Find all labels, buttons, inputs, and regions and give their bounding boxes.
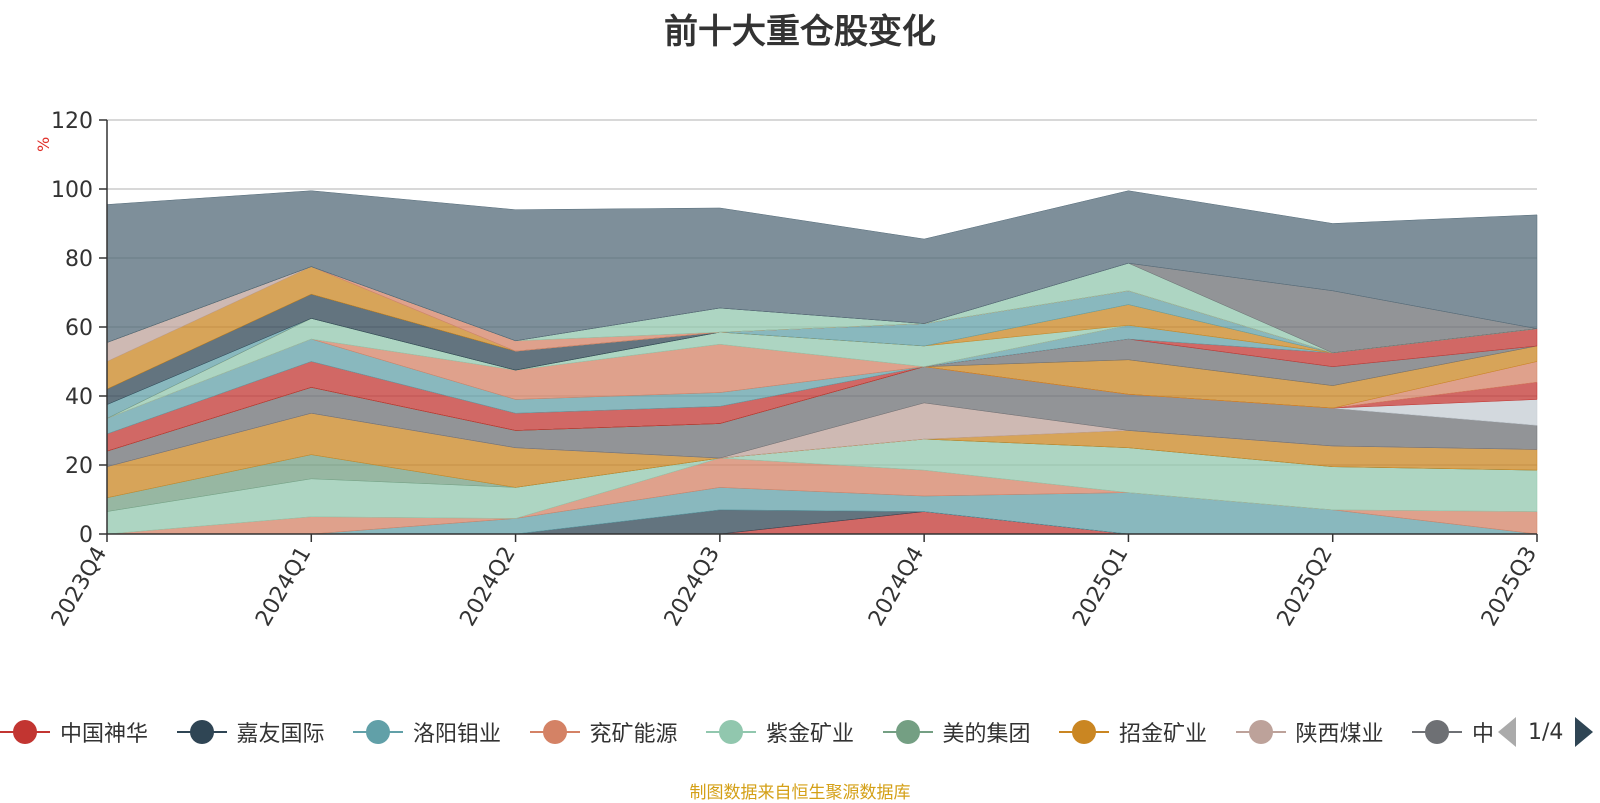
legend-label: 兖矿能源 [589,722,678,747]
legend-label: 中 [1472,722,1495,747]
legend-marker-icon [1059,720,1109,744]
x-tick-label: 2025Q3 [1477,543,1542,631]
y-tick-label: 0 [79,523,93,548]
x-tick-label: 2025Q1 [1068,543,1133,631]
legend-pager: 1/4 [1498,712,1594,752]
legend-label: 嘉友国际 [236,722,325,747]
y-tick-label: 40 [65,385,93,410]
legend-label: 美的集团 [942,722,1031,747]
x-tick-label: 2025Q2 [1273,543,1338,631]
legend-marker-icon [353,720,403,744]
stacked-area-chart: 0 20 40 60 80 100 120 2023Q4 2024Q1 2024Q2 2024Q3 2… [47,109,1542,631]
legend-item[interactable]: 招金矿业 [1059,712,1207,752]
y-tick-label: 20 [65,454,93,479]
legend-item[interactable]: 嘉友国际 [176,712,325,752]
legend-marker-icon [0,720,50,744]
legend-page-text: 1/4 [1528,719,1564,745]
legend-item[interactable]: 中 [1412,712,1494,752]
y-tick-label: 80 [65,247,93,272]
legend-prev-icon[interactable] [1498,717,1516,747]
legend-label: 洛阳钼业 [413,722,502,747]
legend-next-icon[interactable] [1575,717,1594,747]
legend-label: 紫金矿业 [766,722,855,747]
legend-label: 陕西煤业 [1295,722,1384,747]
legend: 中国神华 嘉友国际 洛阳钼业 兖矿能源 紫金矿业 美的集团 招金矿业 陕西煤业 中 [0,712,1600,752]
y-tick-label: 120 [51,109,93,134]
legend-item[interactable]: 洛阳钼业 [353,712,501,752]
area-series [106,190,1538,535]
legend-item[interactable]: 中国神华 [0,712,148,752]
x-tick-label: 2023Q4 [47,543,112,631]
area-系列27 [106,190,1538,343]
legend-item[interactable]: 紫金矿业 [706,712,854,752]
x-tick-label: 2024Q3 [660,543,725,631]
x-tick-label: 2024Q1 [251,543,316,631]
chart-title: 前十大重仓股变化 [664,12,936,52]
legend-marker-icon [706,720,756,744]
legend-marker-icon [176,720,227,744]
legend-item[interactable]: 兖矿能源 [529,712,678,752]
legend-marker-icon [1412,720,1462,744]
legend-label: 招金矿业 [1119,722,1208,747]
x-tick-label: 2024Q2 [455,543,520,631]
legend-item[interactable]: 陕西煤业 [1235,712,1384,752]
data-source-footer: 制图数据来自恒生聚源数据库 [689,783,911,803]
legend-marker-icon [529,720,580,744]
legend-item[interactable]: 美的集团 [882,712,1031,752]
legend-label: 中国神华 [60,722,149,747]
x-tick-label: 2024Q4 [864,543,929,631]
y-tick-label: 60 [65,316,93,341]
y-tick-label: 100 [51,178,93,203]
legend-marker-icon [882,720,933,744]
legend-marker-icon [1235,720,1286,744]
